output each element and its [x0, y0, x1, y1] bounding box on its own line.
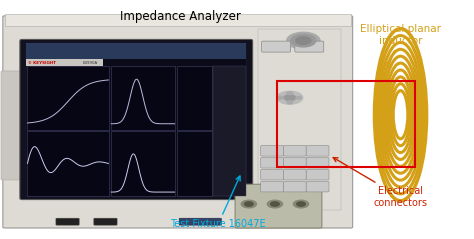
FancyBboxPatch shape [3, 16, 353, 228]
FancyBboxPatch shape [177, 131, 212, 196]
Bar [277, 81, 415, 167]
FancyBboxPatch shape [26, 43, 246, 196]
Text: Impedance Analyzer: Impedance Analyzer [119, 10, 241, 23]
FancyBboxPatch shape [306, 146, 329, 156]
Circle shape [291, 34, 316, 47]
Text: Test Fixture 16047E: Test Fixture 16047E [170, 176, 266, 229]
Circle shape [284, 95, 296, 101]
FancyBboxPatch shape [111, 66, 175, 130]
FancyBboxPatch shape [20, 39, 253, 200]
FancyBboxPatch shape [306, 181, 329, 192]
FancyBboxPatch shape [26, 43, 246, 59]
FancyBboxPatch shape [283, 169, 306, 180]
Text: E4990A: E4990A [83, 61, 98, 65]
FancyBboxPatch shape [295, 41, 324, 52]
FancyBboxPatch shape [235, 184, 322, 228]
Circle shape [287, 101, 292, 104]
Circle shape [271, 202, 279, 206]
FancyBboxPatch shape [1, 71, 23, 180]
Circle shape [267, 200, 283, 208]
FancyBboxPatch shape [5, 14, 351, 26]
FancyBboxPatch shape [213, 66, 246, 196]
Circle shape [296, 96, 301, 99]
Circle shape [287, 32, 320, 49]
FancyBboxPatch shape [111, 131, 175, 196]
Circle shape [278, 96, 284, 99]
FancyBboxPatch shape [261, 158, 283, 168]
Circle shape [245, 202, 253, 206]
Text: Electrical
connectors: Electrical connectors [333, 158, 428, 208]
FancyBboxPatch shape [261, 181, 283, 192]
FancyBboxPatch shape [283, 146, 306, 156]
FancyBboxPatch shape [26, 59, 103, 66]
FancyBboxPatch shape [283, 158, 306, 168]
FancyBboxPatch shape [261, 169, 283, 180]
FancyBboxPatch shape [283, 181, 306, 192]
FancyBboxPatch shape [27, 66, 109, 130]
FancyBboxPatch shape [306, 169, 329, 180]
Circle shape [296, 37, 311, 44]
FancyBboxPatch shape [262, 41, 291, 52]
FancyBboxPatch shape [306, 158, 329, 168]
FancyBboxPatch shape [179, 218, 221, 225]
FancyBboxPatch shape [94, 218, 117, 225]
FancyBboxPatch shape [261, 146, 283, 156]
FancyBboxPatch shape [27, 131, 109, 196]
Text: ♔ KEYSIGHT: ♔ KEYSIGHT [28, 61, 56, 65]
Circle shape [297, 202, 305, 206]
Text: Elliptical planar
inductor: Elliptical planar inductor [360, 24, 441, 68]
Circle shape [293, 200, 309, 208]
FancyBboxPatch shape [258, 29, 341, 210]
Circle shape [241, 200, 256, 208]
FancyBboxPatch shape [56, 218, 79, 225]
Circle shape [287, 92, 292, 95]
FancyBboxPatch shape [177, 66, 212, 130]
Circle shape [277, 91, 302, 104]
